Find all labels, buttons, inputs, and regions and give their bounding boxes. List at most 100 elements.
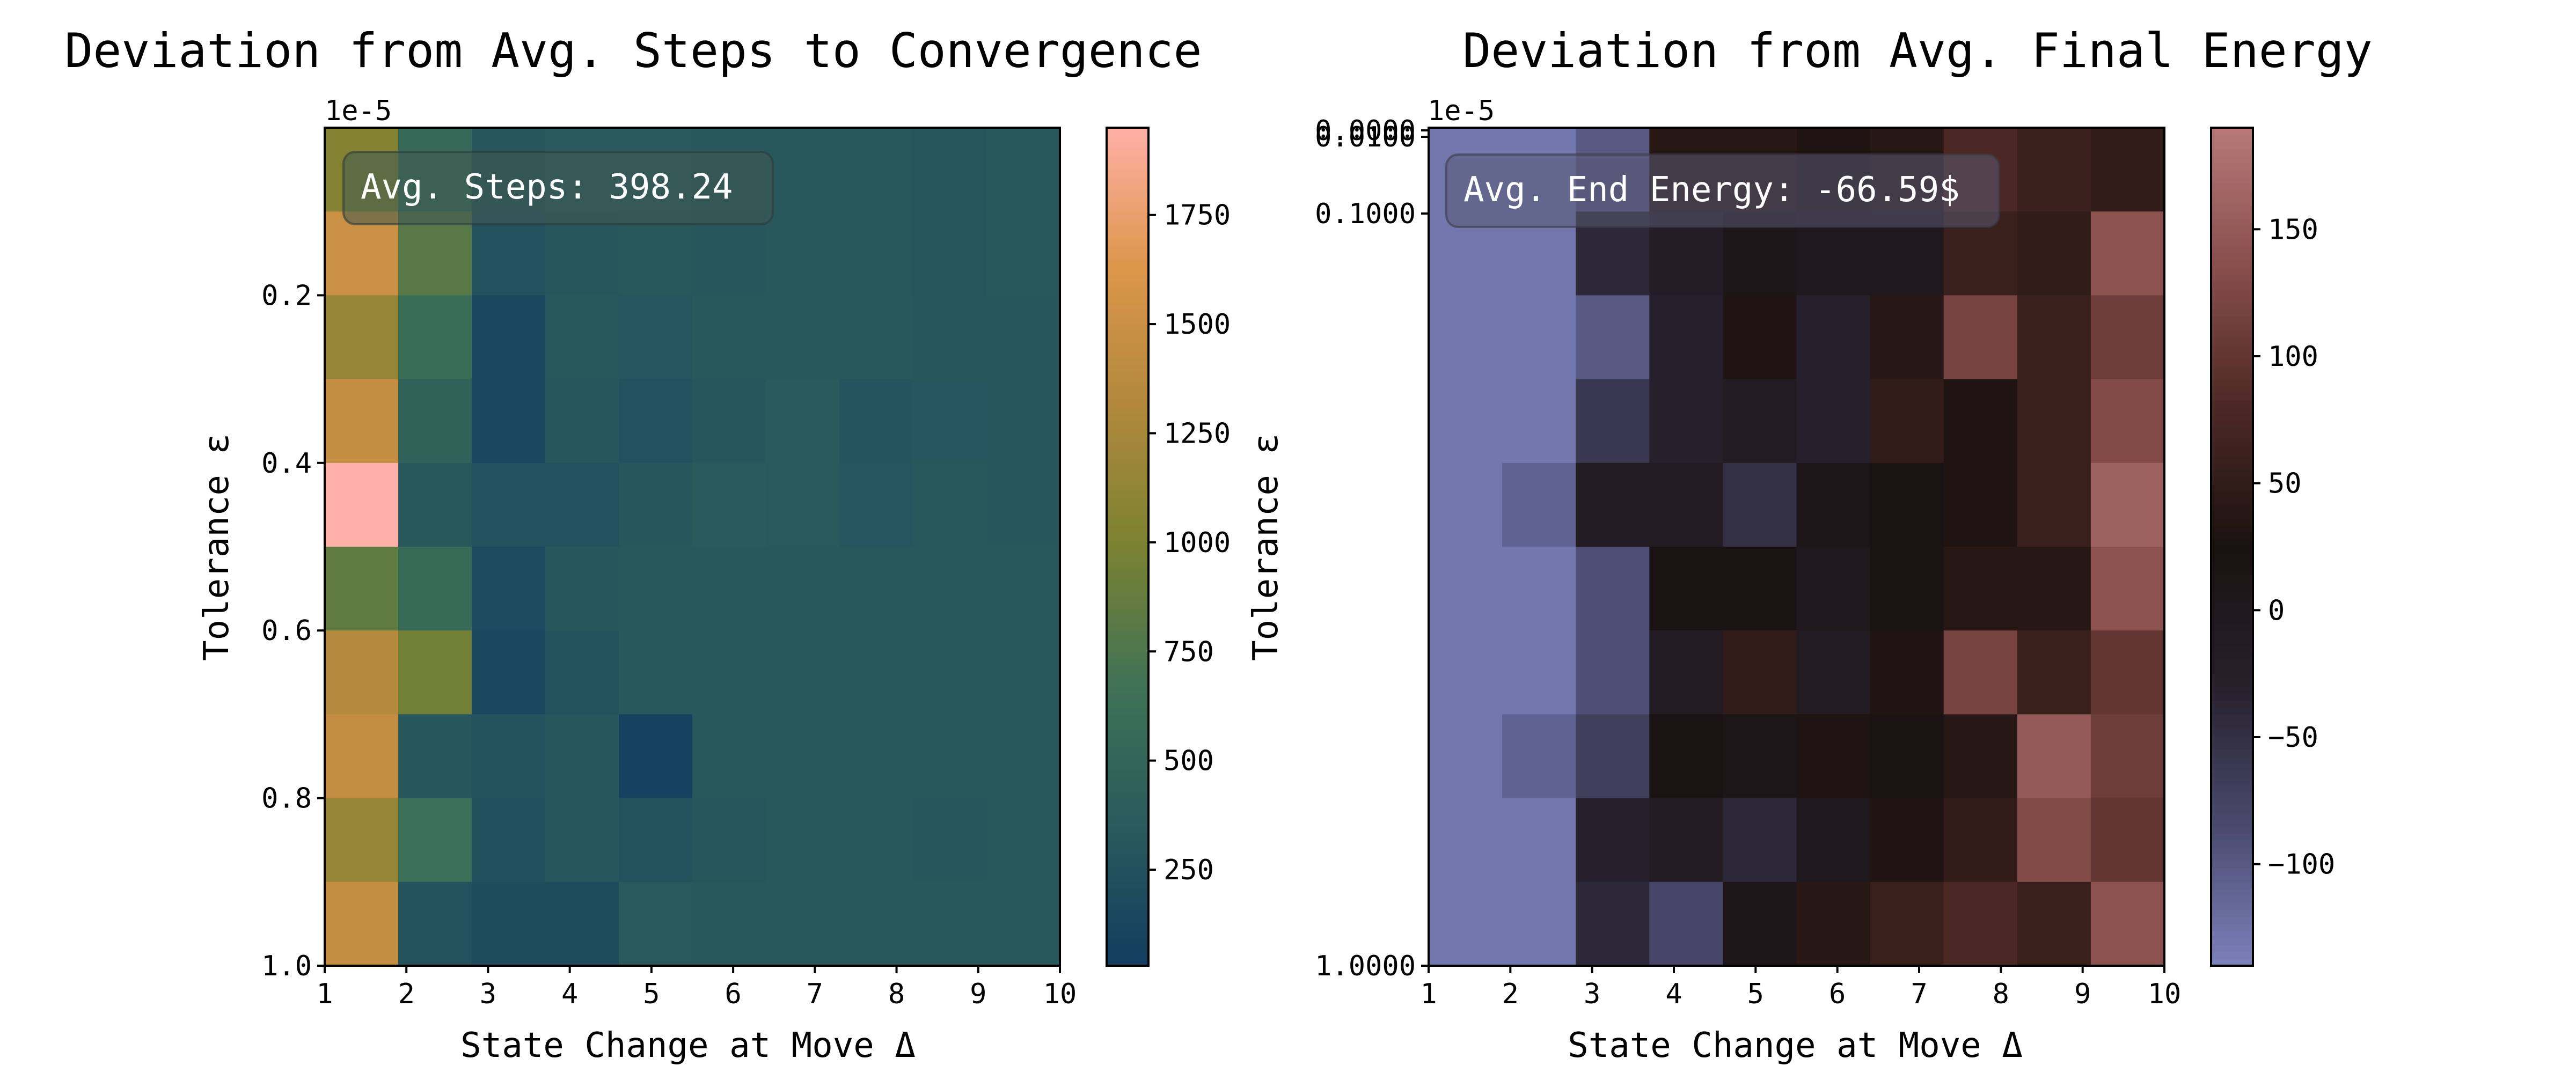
heatmap-cell — [913, 547, 987, 631]
colorbar-segment — [1107, 672, 1148, 680]
colorbar-segment — [1107, 204, 1148, 212]
colorbar-segment — [2211, 449, 2253, 457]
heatmap-cell — [1796, 462, 1871, 547]
colorbar-segment — [2211, 944, 2253, 952]
colorbar-tick-label: 1000 — [1163, 527, 1231, 559]
heatmap-cell — [839, 295, 913, 380]
heatmap-cell — [1576, 295, 1650, 380]
colorbar-segment — [2211, 218, 2253, 226]
colorbar-segment — [1107, 239, 1148, 247]
colorbar-segment — [1107, 651, 1148, 659]
heatmap-cell — [913, 630, 987, 715]
energy-y-label: Tolerance ε — [1246, 433, 1286, 661]
colorbar-segment — [1107, 930, 1148, 938]
colorbar-segment — [2211, 833, 2253, 841]
colorbar-segment — [2211, 805, 2253, 813]
heatmap-cell — [1429, 295, 1503, 380]
colorbar-segment — [1107, 302, 1148, 310]
colorbar-segment — [2211, 497, 2253, 505]
colorbar-segment — [2211, 707, 2253, 715]
colorbar-segment — [1107, 700, 1148, 708]
heatmap-cell — [545, 211, 619, 296]
colorbar-segment — [2211, 826, 2253, 834]
heatmap-cell — [472, 462, 546, 547]
heatmap-cell — [2017, 798, 2091, 883]
energy-chart-title: Deviation from Avg. Final Energy — [1462, 23, 2372, 78]
x-tick-label: 7 — [807, 978, 823, 1010]
heatmap-cell — [1649, 798, 1723, 883]
colorbar-frame — [1106, 127, 1150, 967]
heatmap-cell — [1429, 881, 1503, 966]
colorbar-segment — [2211, 749, 2253, 757]
colorbar-segment — [1107, 623, 1148, 631]
x-tick-label: 7 — [1911, 978, 1927, 1010]
colorbar-segment — [2211, 316, 2253, 324]
energy-annotation-text: Avg. End Energy: -66.59$ — [1463, 170, 1960, 210]
colorbar-segment — [2211, 609, 2253, 617]
colorbar-segment — [1107, 609, 1148, 617]
heatmap-cell — [325, 379, 399, 464]
steps-heatmap — [324, 127, 1061, 967]
heatmap-cell — [913, 211, 987, 296]
x-tick-label: 4 — [561, 978, 578, 1010]
colorbar-segment — [1107, 686, 1148, 694]
heatmap-cell — [619, 881, 693, 966]
heatmap-cell — [325, 630, 399, 715]
colorbar-segment — [2211, 658, 2253, 666]
colorbar-segment — [2211, 442, 2253, 450]
colorbar-segment — [2211, 435, 2253, 443]
heatmap-cell — [1870, 462, 1944, 547]
heatmap-cell — [619, 295, 693, 380]
colorbar-segment — [1107, 190, 1148, 198]
colorbar-tick-label: 250 — [1163, 854, 1214, 886]
y-tick-label: 1.0000 — [1315, 950, 1416, 982]
colorbar-segment — [2211, 602, 2253, 610]
colorbar-segment — [2211, 798, 2253, 806]
heatmap-cell — [766, 714, 840, 799]
colorbar-tick-label: 1250 — [1163, 417, 1231, 450]
y-tick-label: 0.1000 — [1315, 198, 1416, 230]
heatmap-cell — [545, 547, 619, 631]
colorbar-segment — [1107, 149, 1148, 156]
colorbar-segment — [2211, 630, 2253, 638]
colorbar-segment — [1107, 490, 1148, 498]
heatmap-cell — [472, 714, 546, 799]
colorbar-segment — [1107, 449, 1148, 457]
colorbar-segment — [1107, 902, 1148, 910]
heatmap-cell — [472, 798, 546, 883]
heatmap-cell — [692, 798, 766, 883]
heatmap-cell — [1870, 547, 1944, 631]
heatmap-cell — [2017, 462, 2091, 547]
y-tick-label: 0.6 — [261, 615, 312, 647]
colorbar-segment — [1107, 428, 1148, 436]
colorbar-segment — [1107, 183, 1148, 191]
colorbar-segment — [1107, 246, 1148, 254]
heatmap-cell — [2090, 211, 2165, 296]
colorbar-segment — [2211, 532, 2253, 540]
heatmap-cell — [986, 630, 1060, 715]
heatmap-cell — [986, 128, 1060, 212]
colorbar-segment — [2211, 462, 2253, 471]
colorbar-segment — [1107, 679, 1148, 687]
heatmap-cell — [325, 881, 399, 966]
colorbar-segment — [1107, 365, 1148, 373]
colorbar-tick-label: 1750 — [1163, 200, 1231, 232]
steps-offset-text: 1e-5 — [325, 95, 392, 127]
colorbar-segment — [2211, 525, 2253, 533]
colorbar-segment — [1107, 756, 1148, 764]
heatmap-cell — [1429, 462, 1503, 547]
heatmap-cell — [2017, 295, 2091, 380]
colorbar-segment — [1107, 358, 1148, 366]
colorbar-segment — [2211, 428, 2253, 436]
heatmap-cell — [472, 211, 546, 296]
colorbar-segment — [2211, 596, 2253, 603]
colorbar-segment — [1107, 658, 1148, 666]
heatmap-cell — [545, 798, 619, 883]
colorbar-segment — [1107, 170, 1148, 177]
x-tick-label: 8 — [1993, 978, 2009, 1010]
heatmap-cell — [398, 295, 472, 380]
steps-axes: 1 2 3 4 5 6 7 8 9 10 0.2 0.4 0.6 0.8 1.0 — [261, 280, 1077, 1010]
heatmap-cell — [1502, 547, 1576, 631]
energy-offset-text: 1e-5 — [1428, 95, 1495, 127]
